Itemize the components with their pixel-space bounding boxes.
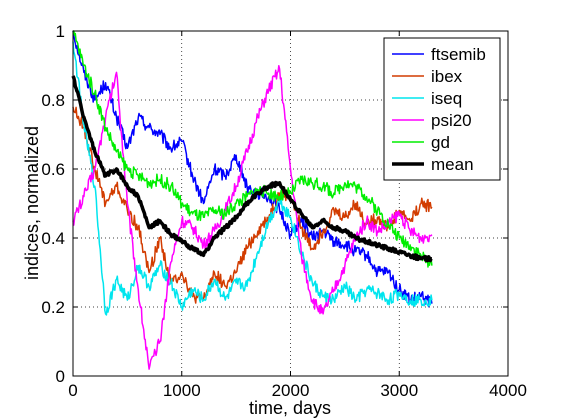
series-line-psi20 [72,64,433,370]
series-line-ibex [72,106,433,304]
x-tick-label: 2000 [272,381,310,400]
legend-box [383,37,501,181]
y-tick-label: 0.6 [41,160,65,179]
legend-label-mean: mean [431,155,474,174]
x-tick-label: 1000 [163,381,201,400]
x-tick-label: 0 [68,381,77,400]
legend-label-ibex: ibex [431,67,463,86]
legend-label-iseq: iseq [431,89,462,108]
legend-label-psi20: psi20 [431,111,472,130]
x-tick-label: 4000 [489,381,527,400]
y-tick-label: 1 [56,22,65,41]
legend: ftsemib ibex iseq psi20 gd mean [383,37,501,181]
series-line-gd [73,30,433,268]
axis-ticks: 0 1000 2000 3000 4000 0 0.2 0.4 0.6 0.8 1 [41,22,527,400]
series-lines [71,30,433,370]
y-tick-label: 0 [56,367,65,386]
x-axis-label: time, days [249,398,331,418]
series-line-mean [71,75,433,263]
legend-label-ftsemib: ftsemib [431,45,486,64]
series-line-iseq [72,41,433,316]
y-tick-label: 0.8 [41,91,65,110]
legend-label-gd: gd [431,133,450,152]
y-axis-label: indices, normalized [22,126,42,280]
y-tick-label: 0.4 [41,229,65,248]
x-tick-label: 3000 [380,381,418,400]
y-tick-label: 0.2 [41,298,65,317]
